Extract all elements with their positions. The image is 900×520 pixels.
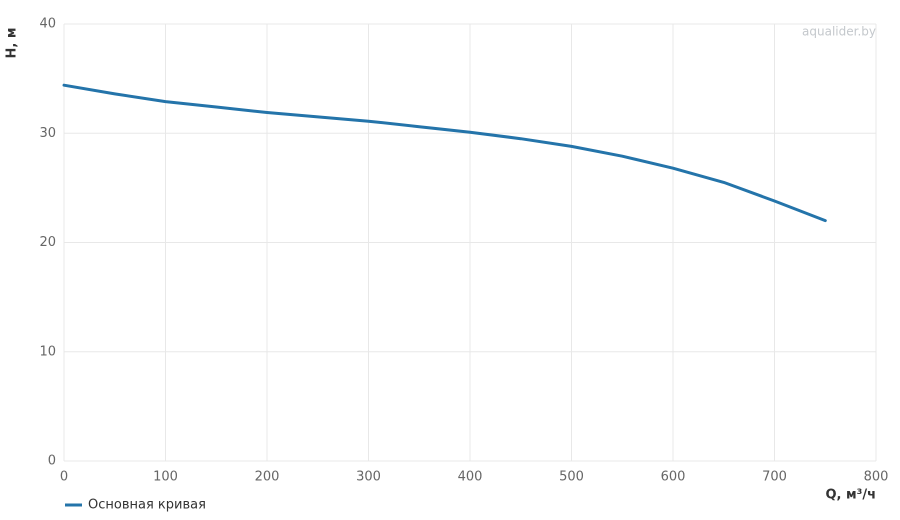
- x-tick-label: 700: [762, 470, 787, 485]
- x-tick-label: 200: [255, 470, 280, 485]
- y-axis-label: H, м: [5, 28, 20, 59]
- legend-label: Основная кривая: [88, 498, 206, 513]
- x-tick-label: 100: [153, 470, 178, 485]
- x-tick-label: 400: [458, 470, 483, 485]
- x-tick-label: 800: [864, 470, 889, 485]
- data-line: [62, 83, 827, 223]
- x-tick-label: 300: [356, 470, 381, 485]
- x-axis-label: Q, м³/ч: [825, 488, 876, 503]
- x-tick-label: 600: [661, 470, 686, 485]
- y-tick-label: 30: [39, 126, 56, 141]
- y-tick-label: 10: [39, 344, 56, 359]
- x-tick-label: 0: [60, 470, 68, 485]
- y-tick-label: 0: [48, 454, 56, 469]
- watermark: aqualider.by: [802, 25, 876, 39]
- y-tick-label: 40: [39, 17, 56, 32]
- x-tick-label: 500: [559, 470, 584, 485]
- y-tick-label: 20: [39, 235, 56, 250]
